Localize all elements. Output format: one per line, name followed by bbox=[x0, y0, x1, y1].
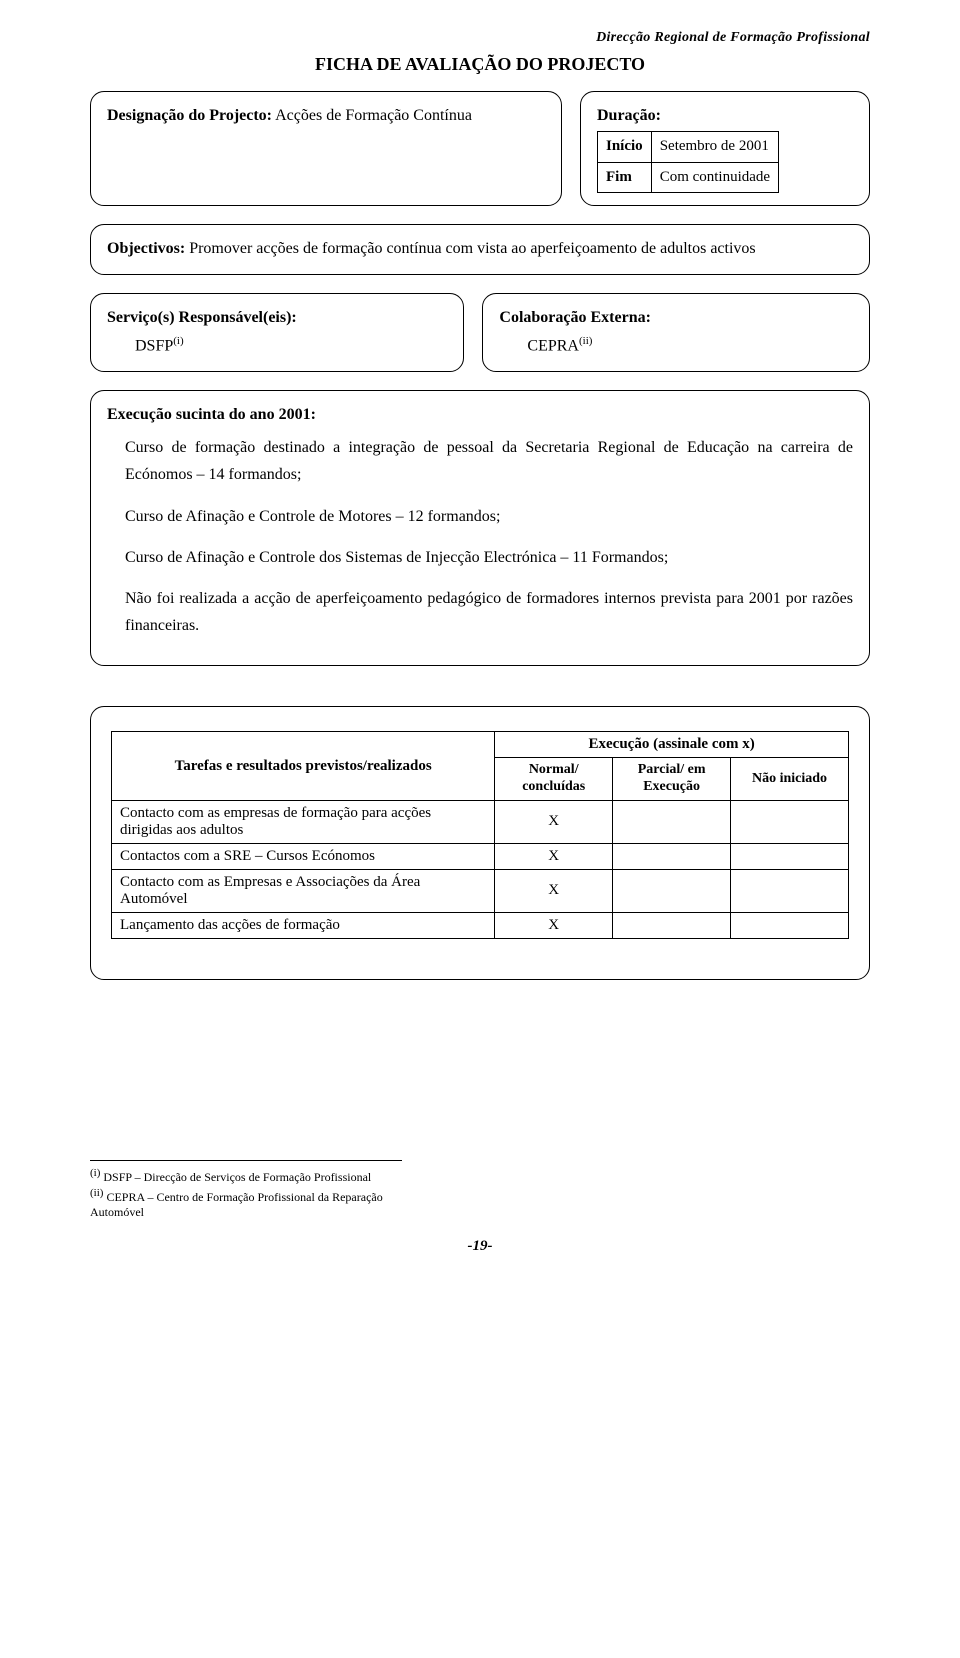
collab-value-line: CEPRA(ii) bbox=[499, 332, 853, 360]
tasks-sub-header-0: Normal/ concluídas bbox=[495, 758, 613, 801]
footnote-mark: (i) bbox=[90, 1167, 100, 1179]
table-row: Lançamento das acções de formação X bbox=[112, 912, 849, 938]
task-cell: Contacto com as empresas de formação par… bbox=[112, 800, 495, 843]
collab-label: Colaboração Externa: bbox=[499, 304, 853, 331]
tasks-col-header: Tarefas e resultados previstos/realizado… bbox=[112, 732, 495, 801]
service-label: Serviço(s) Responsável(eis): bbox=[107, 304, 447, 331]
table-row: Contacto com as empresas de formação par… bbox=[112, 800, 849, 843]
task-mark: X bbox=[495, 843, 613, 869]
execution-box: Execução sucinta do ano 2001: Curso de f… bbox=[90, 390, 870, 666]
footnote-text: CEPRA – Centro de Formação Profissional … bbox=[90, 1190, 383, 1219]
execution-item: Curso de Afinação e Controle de Motores … bbox=[125, 503, 853, 530]
service-collab-row: Serviço(s) Responsável(eis): DSFP(i) Col… bbox=[90, 293, 870, 372]
task-mark bbox=[613, 912, 731, 938]
task-cell: Contacto com as Empresas e Associações d… bbox=[112, 869, 495, 912]
duration-label: Duração: bbox=[597, 102, 853, 129]
footnotes: (i) DSFP – Direcção de Serviços de Forma… bbox=[90, 1160, 402, 1220]
designation-label: Designação do Projecto: bbox=[107, 107, 272, 124]
designation-text: Acções de Formação Contínua bbox=[275, 107, 472, 124]
objectives-text: Promover acções de formação contínua com… bbox=[189, 240, 755, 257]
task-mark bbox=[613, 800, 731, 843]
footnote-text: DSFP – Direcção de Serviços de Formação … bbox=[103, 1170, 371, 1184]
objectives-label: Objectivos: bbox=[107, 240, 185, 257]
tasks-box: Tarefas e resultados previstos/realizado… bbox=[90, 706, 870, 980]
task-mark bbox=[731, 843, 849, 869]
designation-box: Designação do Projecto: Acções de Formaç… bbox=[90, 91, 562, 206]
duration-start-value: Setembro de 2001 bbox=[651, 132, 778, 163]
task-mark bbox=[731, 800, 849, 843]
collab-sup: (ii) bbox=[579, 335, 592, 347]
duration-end-value: Com continuidade bbox=[651, 162, 778, 193]
duration-end-label: Fim bbox=[598, 162, 652, 193]
collab-box: Colaboração Externa: CEPRA(ii) bbox=[482, 293, 870, 372]
task-mark: X bbox=[495, 869, 613, 912]
footnote-mark: (ii) bbox=[90, 1187, 103, 1199]
task-mark: X bbox=[495, 912, 613, 938]
duration-box: Duração: Início Setembro de 2001 Fim Com… bbox=[580, 91, 870, 206]
page-number: -19- bbox=[90, 1238, 870, 1255]
service-box: Serviço(s) Responsável(eis): DSFP(i) bbox=[90, 293, 464, 372]
designation-duration-row: Designação do Projecto: Acções de Formaç… bbox=[90, 91, 870, 206]
task-mark bbox=[731, 869, 849, 912]
task-cell: Contactos com a SRE – Cursos Ecónomos bbox=[112, 843, 495, 869]
service-value: DSFP bbox=[135, 337, 173, 354]
service-value-line: DSFP(i) bbox=[107, 332, 447, 360]
execution-item: Não foi realizada a acção de aperfeiçoam… bbox=[125, 585, 853, 639]
page-title: FICHA DE AVALIAÇÃO DO PROJECTO bbox=[90, 54, 870, 75]
tasks-table: Tarefas e resultados previstos/realizado… bbox=[111, 731, 849, 939]
duration-start-label: Início bbox=[598, 132, 652, 163]
task-mark: X bbox=[495, 800, 613, 843]
table-row: Contacto com as Empresas e Associações d… bbox=[112, 869, 849, 912]
tasks-sub-header-1: Parcial/ em Execução bbox=[613, 758, 731, 801]
tasks-sub-header-2: Não iniciado bbox=[731, 758, 849, 801]
tasks-exec-header: Execução (assinale com x) bbox=[495, 732, 849, 758]
task-cell: Lançamento das acções de formação bbox=[112, 912, 495, 938]
task-mark bbox=[613, 843, 731, 869]
service-sup: (i) bbox=[173, 335, 183, 347]
page: Direcção Regional de Formação Profission… bbox=[0, 0, 960, 1295]
task-mark bbox=[613, 869, 731, 912]
objectives-box: Objectivos: Promover acções de formação … bbox=[90, 224, 870, 275]
execution-item: Curso de formação destinado a integração… bbox=[125, 434, 853, 488]
task-mark bbox=[731, 912, 849, 938]
execution-item: Curso de Afinação e Controle dos Sistema… bbox=[125, 544, 853, 571]
org-header: Direcção Regional de Formação Profission… bbox=[90, 30, 870, 46]
execution-heading: Execução sucinta do ano 2001: bbox=[107, 401, 853, 428]
table-row: Contactos com a SRE – Cursos Ecónomos X bbox=[112, 843, 849, 869]
collab-value: CEPRA bbox=[527, 337, 579, 354]
footnote: (ii) CEPRA – Centro de Formação Profissi… bbox=[90, 1187, 402, 1220]
duration-table: Início Setembro de 2001 Fim Com continui… bbox=[597, 131, 779, 193]
footnote: (i) DSFP – Direcção de Serviços de Forma… bbox=[90, 1167, 402, 1185]
